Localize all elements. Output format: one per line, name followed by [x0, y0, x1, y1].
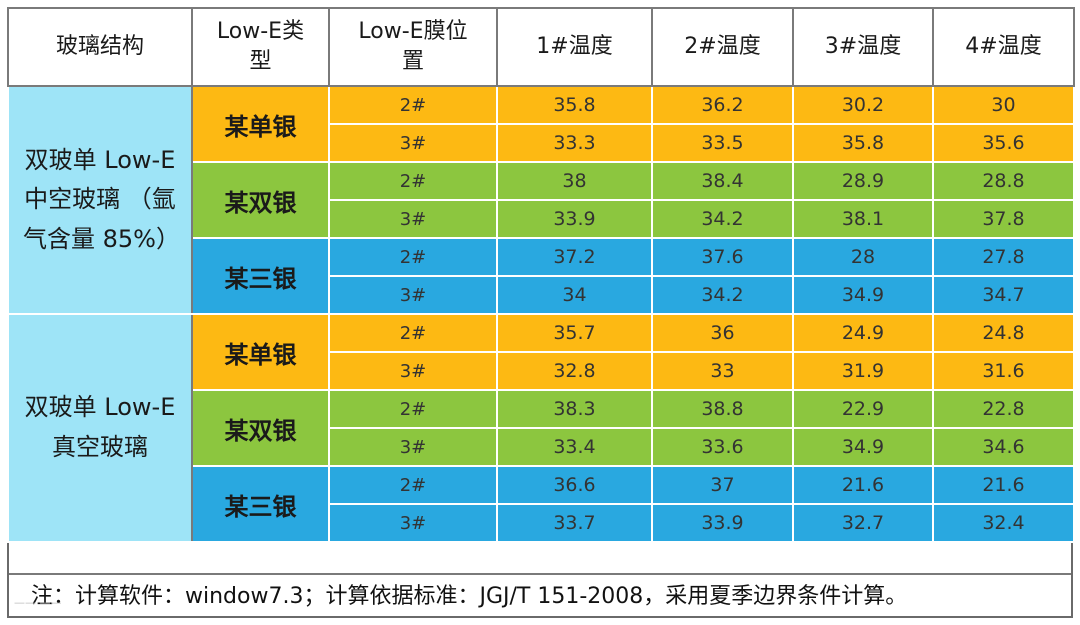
temp-2-cell: 36.2: [651, 85, 794, 125]
table-row: 某双银 2# 38 38.4 28.9 28.8: [8, 161, 1075, 239]
header-temp-1: 1#温度: [496, 7, 653, 87]
temp-1-cell: 33.7: [496, 503, 653, 543]
temp-1-cell: 33.3: [496, 123, 653, 163]
temp-4-cell: 35.6: [932, 123, 1075, 163]
film-position-cell: 2#: [328, 237, 498, 277]
temp-4-cell: 30: [932, 85, 1075, 125]
temp-3-cell: 28: [792, 237, 934, 277]
film-position-cell: 3#: [328, 351, 498, 391]
header-lowe-position: Low-E膜位置: [328, 7, 498, 87]
temp-4-cell: 32.4: [932, 503, 1075, 543]
film-position-cell: 2#: [328, 85, 498, 125]
temp-2-cell: 36: [651, 313, 794, 353]
temp-2-cell: 33.6: [651, 427, 794, 467]
table-row: 3# 33.9 34.2 38.1 37.8: [8, 199, 1075, 239]
table-row: 某三银 2# 36.6 37 21.6 21.6: [8, 465, 1075, 543]
lowe-type-cell: 某三银: [191, 465, 330, 543]
header-temp-4: 4#温度: [932, 7, 1075, 87]
temp-1-cell: 37.2: [496, 237, 653, 277]
table-row: 3# 33.3 33.5 35.8 35.6: [8, 123, 1075, 163]
temp-2-cell: 37.6: [651, 237, 794, 277]
table-row: 双玻单 Low-E 真空玻璃 某单银 2# 35.7 36 24.9 24.8: [7, 313, 1075, 543]
temp-3-cell: 32.7: [792, 503, 934, 543]
glass-structure-cell: 双玻单 Low-E 中空玻璃 （氩气含量 85%）: [7, 85, 193, 315]
temperature-table: 玻璃结构 Low-E类型 Low-E膜位置 1#温度 2#温度 3#温度 4#温…: [7, 7, 1075, 543]
temp-3-cell: 34.9: [792, 427, 934, 467]
table-row: 3# 33.4 33.6 34.9 34.6: [8, 427, 1075, 467]
temp-4-cell: 22.8: [932, 389, 1075, 429]
temp-1-cell: 36.6: [496, 465, 653, 505]
header-temp-2: 2#温度: [651, 7, 794, 87]
temp-1-cell: 33.9: [496, 199, 653, 239]
film-position-cell: 2#: [328, 465, 498, 505]
header-structure: 玻璃结构: [7, 7, 193, 87]
lowe-type-cell: 某三银: [191, 237, 330, 315]
temp-2-cell: 33: [651, 351, 794, 391]
temp-1-cell: 35.7: [496, 313, 653, 353]
temp-1-cell: 34: [496, 275, 653, 315]
film-position-cell: 3#: [328, 275, 498, 315]
temp-3-cell: 31.9: [792, 351, 934, 391]
header-lowe-type: Low-E类型: [191, 7, 330, 87]
temp-1-cell: 35.8: [496, 85, 653, 125]
lowe-type-cell: 某双银: [191, 389, 330, 467]
temp-4-cell: 24.8: [932, 313, 1075, 353]
footnote: 注：计算软件：window7.3；计算依据标准：JGJ/T 151-2008，采…: [9, 573, 1071, 616]
temp-3-cell: 38.1: [792, 199, 934, 239]
film-position-cell: 2#: [328, 161, 498, 201]
temp-1-cell: 33.4: [496, 427, 653, 467]
temp-3-cell: 21.6: [792, 465, 934, 505]
temp-4-cell: 37.8: [932, 199, 1075, 239]
temp-4-cell: 34.7: [932, 275, 1075, 315]
temp-2-cell: 34.2: [651, 199, 794, 239]
header-temp-3: 3#温度: [792, 7, 934, 87]
temp-3-cell: 30.2: [792, 85, 934, 125]
temp-4-cell: 21.6: [932, 465, 1075, 505]
temp-3-cell: 24.9: [792, 313, 934, 353]
table-row: 3# 34 34.2 34.9 34.7: [8, 275, 1075, 315]
temp-1-cell: 38.3: [496, 389, 653, 429]
temp-4-cell: 27.8: [932, 237, 1075, 277]
temp-2-cell: 38.4: [651, 161, 794, 201]
header-row: 玻璃结构 Low-E类型 Low-E膜位置 1#温度 2#温度 3#温度 4#温…: [7, 7, 1075, 87]
film-position-cell: 3#: [328, 427, 498, 467]
table-row: 3# 33.7 33.9 32.7 32.4: [8, 503, 1075, 543]
glass-structure-cell: 双玻单 Low-E 真空玻璃: [7, 313, 193, 543]
temp-2-cell: 38.8: [651, 389, 794, 429]
temp-3-cell: 34.9: [792, 275, 934, 315]
table-row: 3# 32.8 33 31.9 31.6: [8, 351, 1075, 391]
table-row: 某三银 2# 37.2 37.6 28 27.8: [8, 237, 1075, 315]
film-position-cell: 3#: [328, 123, 498, 163]
table-row: 双玻单 Low-E 中空玻璃 （氩气含量 85%） 某单银 2# 35.8 36.2 30…: [7, 85, 1075, 315]
film-position-cell: 3#: [328, 199, 498, 239]
film-position-cell: 2#: [328, 313, 498, 353]
lowe-type-cell: 某单银: [191, 313, 330, 391]
watermark: —— ——: [14, 596, 62, 609]
temp-3-cell: 22.9: [792, 389, 934, 429]
temp-2-cell: 37: [651, 465, 794, 505]
lowe-type-cell: 某双银: [191, 161, 330, 239]
lowe-type-cell: 某单银: [191, 85, 330, 163]
temp-4-cell: 28.8: [932, 161, 1075, 201]
temp-3-cell: 35.8: [792, 123, 934, 163]
film-position-cell: 3#: [328, 503, 498, 543]
temp-2-cell: 33.5: [651, 123, 794, 163]
temp-2-cell: 33.9: [651, 503, 794, 543]
temp-3-cell: 28.9: [792, 161, 934, 201]
temp-1-cell: 38: [496, 161, 653, 201]
temp-4-cell: 34.6: [932, 427, 1075, 467]
film-position-cell: 2#: [328, 389, 498, 429]
temp-1-cell: 32.8: [496, 351, 653, 391]
temp-2-cell: 34.2: [651, 275, 794, 315]
temp-4-cell: 31.6: [932, 351, 1075, 391]
table-row: 某双银 2# 38.3 38.8 22.9 22.8: [8, 389, 1075, 467]
